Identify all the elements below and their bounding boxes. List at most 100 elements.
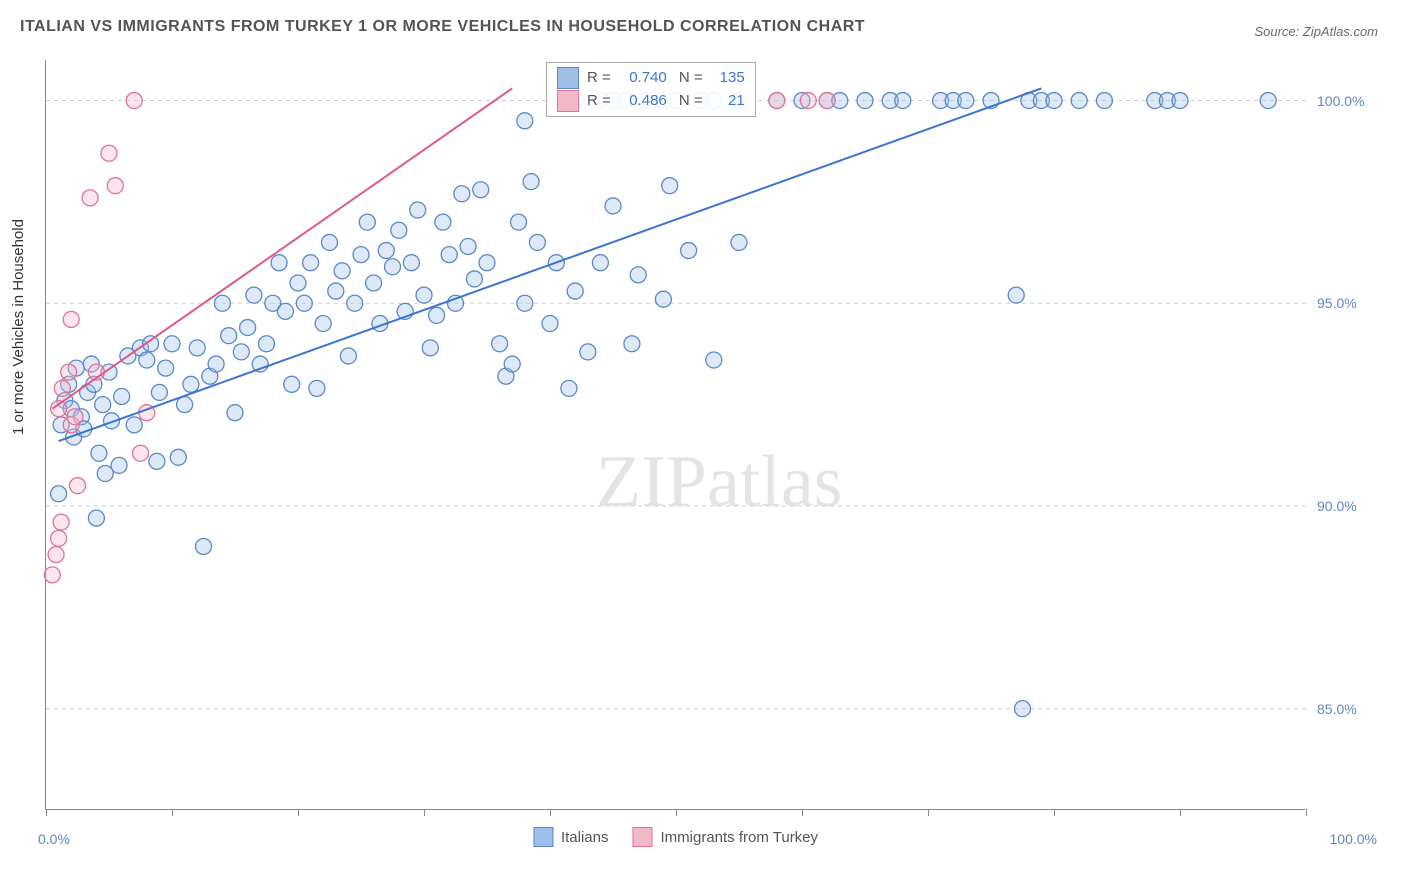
data-point [895,93,911,109]
data-point [391,222,407,238]
x-tick-label-left: 0.0% [38,831,70,847]
data-point [416,287,432,303]
data-point [114,388,130,404]
data-point [63,311,79,327]
x-tick [1180,809,1181,816]
data-point [139,352,155,368]
data-point [630,267,646,283]
data-point [189,340,205,356]
data-point [410,202,426,218]
legend-r-label: R = [587,67,611,90]
legend-n-label: N = [675,67,703,90]
data-point [111,457,127,473]
x-tick [550,809,551,816]
data-point [149,453,165,469]
data-point [233,344,249,360]
data-point [523,174,539,190]
data-point [334,263,350,279]
legend-swatch-italians-icon [533,827,553,847]
data-point [240,320,256,336]
data-point [731,234,747,250]
plot-area: ZIPatlas 85.0%90.0%95.0%100.0% 0.0% 100.… [45,60,1305,810]
data-point [1172,93,1188,109]
data-point [662,178,678,194]
legend-label-turkey: Immigrants from Turkey [661,829,819,846]
correlation-legend: R = 0.740 N = 135 R = 0.486 N = 21 [546,62,756,117]
data-point [170,449,186,465]
x-tick [298,809,299,816]
x-tick-label-right: 100.0% [1330,831,1377,847]
data-point [271,255,287,271]
trend-line [59,88,1042,441]
data-point [1071,93,1087,109]
data-point [479,255,495,271]
data-point [857,93,873,109]
data-point [592,255,608,271]
data-point [529,234,545,250]
data-point [605,198,621,214]
chart-source: Source: ZipAtlas.com [1254,24,1378,39]
data-point [429,307,445,323]
x-tick [928,809,929,816]
data-point [1096,93,1112,109]
data-point [82,190,98,206]
data-point [88,510,104,526]
x-tick [172,809,173,816]
data-point [580,344,596,360]
legend-r-label: R = [587,90,611,113]
data-point [309,380,325,396]
data-point [511,214,527,230]
y-tick-label: 95.0% [1317,295,1387,311]
data-point [246,287,262,303]
x-tick [1054,809,1055,816]
legend-swatch-italians [557,67,579,89]
legend-n-label: N = [675,90,703,113]
data-point [67,409,83,425]
data-point [259,336,275,352]
data-point [126,93,142,109]
data-point [91,445,107,461]
data-point [44,567,60,583]
legend-r-turkey: 0.486 [619,90,667,113]
data-point [95,397,111,413]
data-point [441,247,457,263]
data-point [567,283,583,299]
y-tick-label: 100.0% [1317,93,1387,109]
data-point [422,340,438,356]
data-point [133,445,149,461]
data-point [151,384,167,400]
data-point [48,547,64,563]
x-tick [802,809,803,816]
data-point [504,356,520,372]
data-point [561,380,577,396]
data-point [706,352,722,368]
y-axis-title: 1 or more Vehicles in Household [10,219,27,435]
data-point [158,360,174,376]
data-point [958,93,974,109]
data-point [1008,287,1024,303]
data-point [466,271,482,287]
legend-r-italians: 0.740 [619,67,667,90]
x-tick [1306,809,1307,816]
data-point [681,243,697,259]
data-point [196,538,212,554]
data-point [624,336,640,352]
legend-label-italians: Italians [561,829,609,846]
data-point [819,93,835,109]
legend-row-turkey: R = 0.486 N = 21 [557,90,745,113]
chart-title: ITALIAN VS IMMIGRANTS FROM TURKEY 1 OR M… [20,18,865,36]
data-point [542,316,558,332]
data-point [61,364,77,380]
data-point [227,405,243,421]
data-point [54,380,70,396]
data-point [353,247,369,263]
data-point [322,234,338,250]
data-point [460,238,476,254]
data-point [403,255,419,271]
data-point [347,295,363,311]
data-point [435,214,451,230]
legend-swatch-turkey-icon [633,827,653,847]
data-point [340,348,356,364]
legend-item-italians: Italians [533,827,609,847]
x-tick [424,809,425,816]
